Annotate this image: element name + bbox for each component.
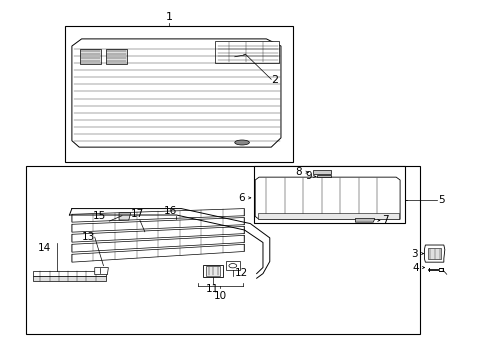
- Bar: [26, 166, 419, 334]
- Polygon shape: [258, 213, 398, 219]
- Polygon shape: [80, 49, 101, 64]
- Polygon shape: [33, 276, 106, 281]
- Text: 1: 1: [165, 12, 172, 22]
- Polygon shape: [225, 261, 239, 270]
- Text: 14: 14: [38, 243, 51, 252]
- Text: 9: 9: [305, 171, 311, 181]
- Ellipse shape: [234, 140, 249, 145]
- Text: 17: 17: [131, 209, 144, 219]
- Polygon shape: [106, 49, 126, 64]
- Polygon shape: [205, 266, 220, 276]
- Text: 7: 7: [382, 215, 388, 225]
- Polygon shape: [317, 175, 330, 177]
- Text: 5: 5: [437, 195, 444, 204]
- Polygon shape: [355, 219, 374, 222]
- Polygon shape: [427, 248, 441, 259]
- Polygon shape: [119, 213, 130, 220]
- Polygon shape: [203, 265, 222, 277]
- Text: 3: 3: [410, 249, 417, 258]
- Polygon shape: [255, 177, 399, 219]
- Polygon shape: [72, 235, 244, 252]
- Polygon shape: [72, 244, 244, 262]
- Polygon shape: [72, 217, 244, 232]
- Polygon shape: [424, 245, 444, 262]
- Text: 8: 8: [295, 167, 301, 177]
- Polygon shape: [215, 41, 278, 63]
- Text: 6: 6: [237, 193, 244, 203]
- Polygon shape: [95, 267, 108, 275]
- Text: 10: 10: [213, 291, 226, 301]
- Text: 11: 11: [206, 284, 219, 294]
- Text: 15: 15: [93, 211, 106, 221]
- Ellipse shape: [228, 264, 236, 268]
- Text: 13: 13: [81, 232, 95, 242]
- Text: 12: 12: [234, 268, 247, 278]
- Polygon shape: [72, 39, 281, 147]
- Polygon shape: [72, 208, 244, 222]
- Text: 2: 2: [271, 75, 278, 85]
- Bar: [254, 166, 404, 223]
- Polygon shape: [33, 271, 106, 276]
- Polygon shape: [72, 226, 244, 242]
- Text: 16: 16: [163, 206, 177, 216]
- Text: 4: 4: [411, 262, 418, 273]
- Polygon shape: [312, 170, 330, 174]
- Bar: [64, 26, 292, 162]
